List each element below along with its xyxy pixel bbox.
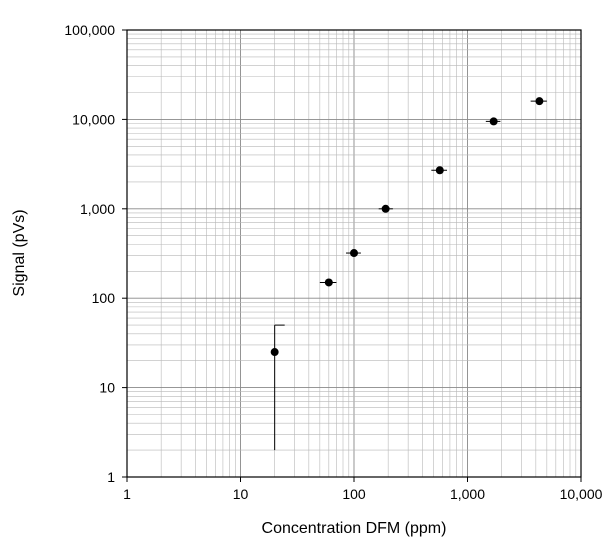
x-axis-title: Concentration DFM (ppm) xyxy=(262,520,447,537)
data-point xyxy=(270,348,279,357)
data-point xyxy=(435,166,444,175)
x-tick-label: 10,000 xyxy=(560,486,603,502)
data-point xyxy=(350,249,358,258)
y-tick-label: 10,000 xyxy=(72,111,115,127)
x-tick-label: 1 xyxy=(123,486,131,502)
data-point xyxy=(535,97,544,106)
y-tick-label: 1 xyxy=(107,469,115,485)
x-tick-label: 1,000 xyxy=(450,486,485,502)
data-point xyxy=(489,117,498,126)
y-axis-ticks: 1 10 100 1,000 10,000 100,000 xyxy=(64,22,127,485)
y-tick-label: 10 xyxy=(99,380,115,396)
y-tick-label: 1,000 xyxy=(80,201,115,217)
y-axis-title: Signal (pVs) xyxy=(11,209,28,296)
data-points xyxy=(270,97,547,451)
x-tick-label: 100 xyxy=(342,486,366,502)
y-tick-label: 100,000 xyxy=(64,22,115,38)
x-tick-label: 10 xyxy=(233,486,249,502)
data-point xyxy=(381,204,390,213)
x-axis-ticks: 1 10 100 1,000 10,000 xyxy=(123,477,603,502)
data-point xyxy=(324,278,333,287)
y-tick-label: 100 xyxy=(92,290,116,306)
grid-lines xyxy=(126,30,581,478)
